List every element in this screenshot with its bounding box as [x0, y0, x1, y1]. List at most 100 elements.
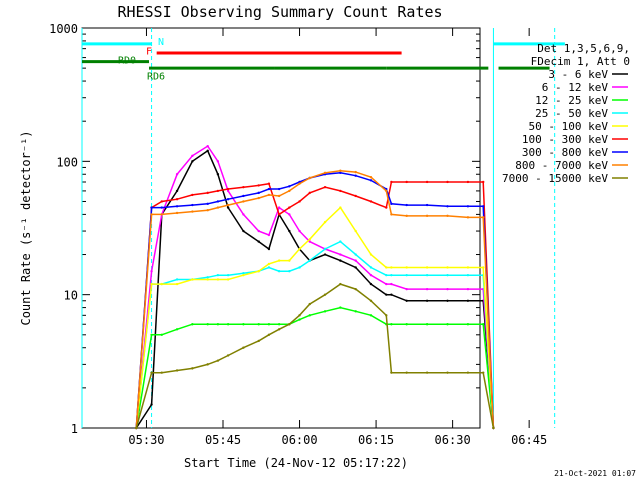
flag-label-n: N	[158, 37, 164, 48]
series-group	[135, 144, 495, 430]
data-point	[150, 282, 153, 286]
data-point	[191, 210, 194, 213]
data-point	[277, 206, 281, 209]
data-point	[354, 253, 357, 256]
flag-label-f: F	[146, 46, 152, 57]
data-point	[257, 184, 260, 187]
data-point	[226, 189, 230, 193]
data-point	[150, 371, 153, 374]
data-point	[466, 205, 470, 208]
data-point	[191, 323, 194, 326]
data-point	[216, 160, 220, 163]
data-point	[369, 176, 373, 179]
data-point	[385, 314, 388, 317]
data-point	[135, 426, 138, 430]
data-point	[288, 229, 291, 233]
data-point	[446, 214, 449, 218]
data-point	[288, 213, 291, 216]
data-point	[277, 213, 281, 216]
data-point	[298, 182, 301, 185]
data-point	[466, 266, 470, 269]
data-point	[339, 282, 342, 286]
y-tick-label: 1000	[49, 22, 78, 36]
data-point	[242, 229, 245, 233]
data-point	[323, 253, 327, 256]
data-point	[492, 426, 495, 430]
data-point	[298, 200, 301, 203]
data-point	[206, 144, 209, 148]
data-point	[150, 213, 153, 216]
data-point	[226, 197, 230, 201]
data-point	[298, 318, 301, 321]
data-point	[288, 189, 291, 193]
legend-entry-label: 3 - 6 keV	[548, 68, 608, 81]
data-point	[323, 220, 327, 224]
x-tick-label: 06:00	[281, 433, 317, 447]
x-tick-label: 06:45	[511, 433, 547, 447]
data-point	[354, 310, 357, 313]
data-point	[257, 196, 260, 200]
data-point	[226, 323, 230, 326]
data-point	[390, 282, 393, 286]
data-point	[369, 179, 373, 182]
data-point	[308, 240, 311, 243]
data-point	[191, 154, 194, 158]
data-point	[226, 203, 230, 207]
data-point	[354, 194, 357, 198]
vertical-markers	[81, 28, 556, 428]
data-point	[206, 209, 209, 212]
data-point	[390, 293, 393, 296]
data-point	[175, 211, 179, 215]
data-point	[160, 282, 163, 286]
data-point	[354, 170, 357, 174]
data-point	[175, 189, 179, 193]
data-point	[257, 339, 260, 343]
data-point	[288, 269, 291, 273]
data-point	[242, 185, 245, 189]
data-point	[267, 262, 271, 266]
series-line	[135, 306, 495, 429]
data-point	[390, 323, 393, 326]
data-point	[267, 193, 271, 197]
data-point	[150, 206, 153, 209]
data-point	[339, 171, 342, 175]
data-point	[405, 299, 408, 302]
data-point	[298, 266, 301, 269]
data-point	[308, 259, 311, 262]
data-point	[482, 371, 485, 374]
data-point	[150, 333, 153, 337]
data-point	[242, 213, 245, 216]
data-point	[482, 205, 485, 208]
data-point	[308, 314, 311, 317]
data-point	[323, 310, 327, 313]
data-point	[446, 205, 449, 208]
flag-label-rd0: RD0	[118, 56, 136, 67]
y-tick-label: 1	[71, 422, 78, 436]
data-point	[405, 371, 408, 374]
data-point	[206, 323, 209, 326]
flag-bars: NF RD0 RD6	[82, 37, 565, 83]
data-point	[206, 278, 209, 281]
data-point	[288, 323, 291, 326]
data-point	[385, 266, 388, 269]
y-axis: 1 10 100 1000	[49, 22, 480, 436]
data-point	[175, 205, 179, 208]
data-point	[226, 187, 230, 191]
data-point	[405, 214, 408, 218]
data-point	[405, 203, 408, 207]
data-point	[242, 346, 245, 349]
data-point	[150, 269, 153, 273]
data-point	[160, 206, 163, 209]
x-tick-label: 05:30	[128, 433, 164, 447]
data-point	[226, 273, 230, 277]
data-point	[226, 206, 230, 209]
data-point	[339, 259, 342, 262]
data-point	[339, 240, 342, 243]
data-point	[160, 371, 163, 374]
x-tick-label: 06:30	[435, 433, 471, 447]
legend-entry-label: 25 - 50 keV	[535, 107, 608, 120]
data-point	[466, 287, 470, 291]
data-point	[226, 354, 230, 357]
data-point	[369, 314, 373, 317]
data-point	[191, 193, 194, 197]
